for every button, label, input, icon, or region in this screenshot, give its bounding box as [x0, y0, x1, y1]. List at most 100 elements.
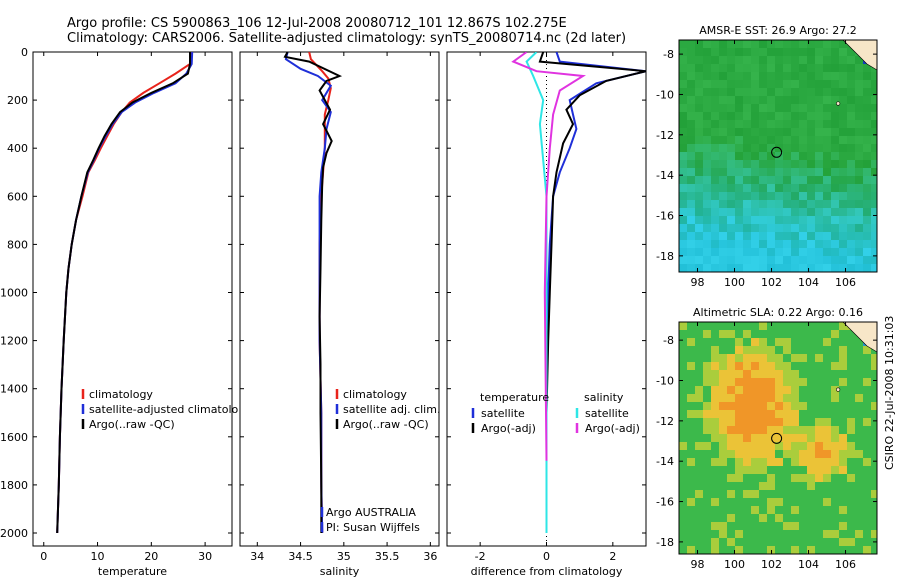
map-cell [711, 144, 719, 152]
map-cell [767, 506, 775, 514]
map-cell [735, 160, 743, 168]
map-cell [695, 370, 703, 378]
map-cell [703, 538, 711, 546]
map-cell [855, 216, 863, 224]
map-cell [807, 216, 815, 224]
map-cell [799, 128, 807, 136]
map-cell [759, 394, 767, 402]
map-cell [855, 546, 863, 554]
map-cell [687, 136, 695, 144]
map-cell [807, 434, 815, 442]
legend-entry: climatology [89, 388, 153, 401]
map-cell [863, 136, 871, 144]
map-cell [807, 522, 815, 530]
map-cell [815, 72, 823, 80]
map-cell [863, 144, 871, 152]
map-cell [735, 136, 743, 144]
map-cell [871, 80, 877, 88]
map-cell [679, 346, 687, 354]
map-cell [775, 450, 783, 458]
map-cell [791, 256, 799, 264]
map-cell [791, 466, 799, 474]
map-cell [687, 410, 695, 418]
map-cell [823, 514, 831, 522]
map-cell [703, 338, 711, 346]
map-cell [767, 522, 775, 530]
y-tick-label: -18 [656, 536, 674, 549]
map-cell [839, 72, 847, 80]
map-cell [735, 104, 743, 112]
map-cell [759, 466, 767, 474]
map-cell [791, 498, 799, 506]
map-cell [863, 224, 871, 232]
map-cell [743, 240, 751, 248]
map-cell [775, 378, 783, 386]
map-cell [791, 546, 799, 554]
map-cell [863, 152, 871, 160]
map-cell [839, 458, 847, 466]
title-line-1: Argo profile: CS 5900863_106 12-Jul-2008… [67, 16, 567, 31]
map-title: Altimetric SLA: 0.22 Argo: 0.16 [693, 306, 863, 319]
map-cell [743, 458, 751, 466]
map-cell [815, 208, 823, 216]
map-cell [679, 40, 687, 48]
map-cell [735, 240, 743, 248]
map-cell [863, 354, 871, 362]
map-cell [687, 264, 695, 272]
map-cell [799, 256, 807, 264]
map-cell [751, 176, 759, 184]
map-cell [855, 394, 863, 402]
map-cell [695, 208, 703, 216]
map-cell [783, 362, 791, 370]
map-cell [871, 96, 877, 104]
map-cell [831, 160, 839, 168]
map-cell [823, 322, 831, 330]
map-cell [815, 370, 823, 378]
map-cell [751, 362, 759, 370]
map-cell [847, 442, 855, 450]
legend-entry: Argo(..raw -QC) [89, 418, 175, 431]
map-cell [719, 168, 727, 176]
map-cell [863, 120, 871, 128]
map-cell [711, 370, 719, 378]
map-cell [743, 330, 751, 338]
map-cell [823, 362, 831, 370]
map-cell [799, 418, 807, 426]
map-cell [719, 530, 727, 538]
map-cell [823, 112, 831, 120]
map-cell [791, 522, 799, 530]
map-cell [687, 362, 695, 370]
map-cell [767, 248, 775, 256]
map-cell [759, 192, 767, 200]
map-cell [871, 128, 877, 136]
island-marker [836, 101, 841, 106]
map-cell [735, 64, 743, 72]
map-cell [679, 394, 687, 402]
map-cell [847, 224, 855, 232]
map-cell [847, 176, 855, 184]
map-cell [839, 434, 847, 442]
map-cell [751, 168, 759, 176]
map-cell [783, 80, 791, 88]
map-cell [679, 322, 687, 330]
map-cell [727, 498, 735, 506]
map-cell [727, 248, 735, 256]
map-cell [727, 144, 735, 152]
map-cell [823, 474, 831, 482]
map-cell [727, 168, 735, 176]
salinity-panel: 34 34.5 35 35.5 36salinityclimatologysatelli… [239, 51, 440, 578]
map-cell [847, 394, 855, 402]
map-cell [791, 96, 799, 104]
map-cell [775, 506, 783, 514]
map-cell [807, 88, 815, 96]
map-cell [703, 184, 711, 192]
map-cell [831, 490, 839, 498]
map-cell [871, 152, 877, 160]
map-cell [847, 120, 855, 128]
map-cell [823, 426, 831, 434]
map-cell [839, 530, 847, 538]
map-cell [759, 426, 767, 434]
map-cell [703, 160, 711, 168]
map-cell [767, 410, 775, 418]
map-cell [751, 538, 759, 546]
